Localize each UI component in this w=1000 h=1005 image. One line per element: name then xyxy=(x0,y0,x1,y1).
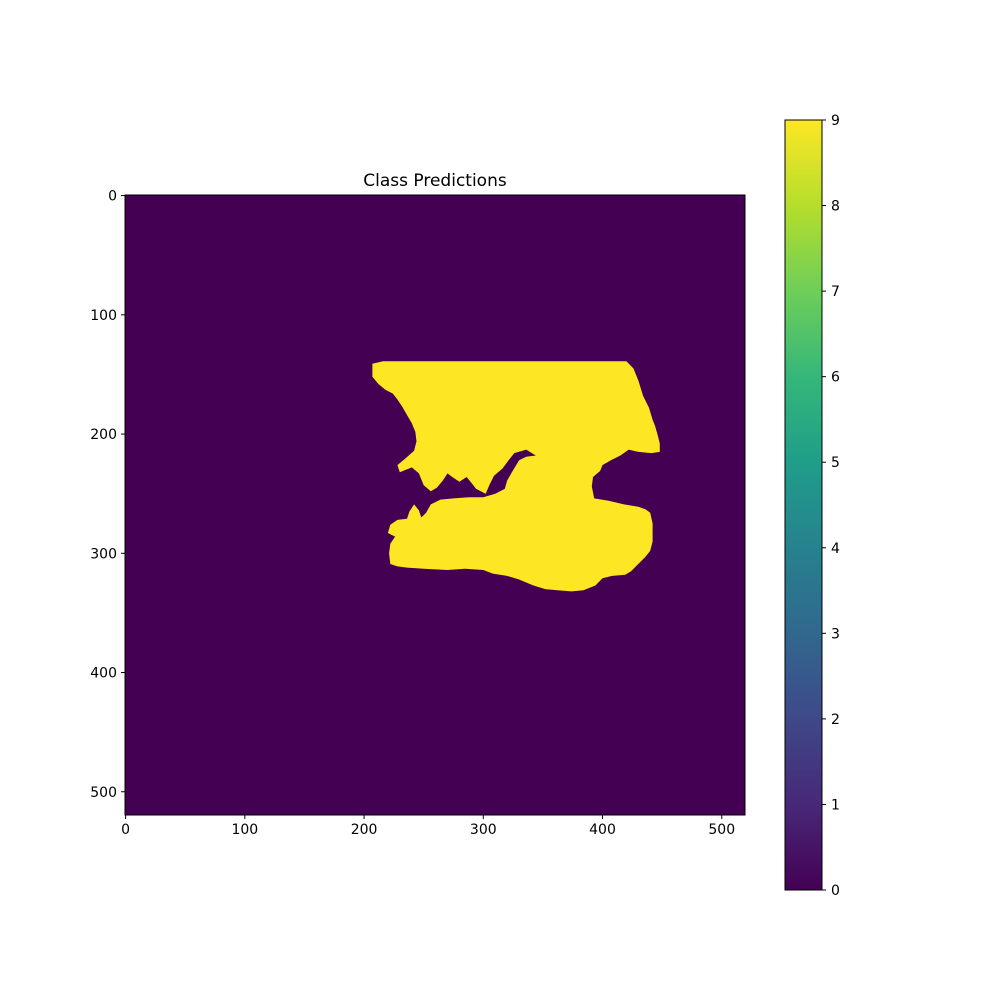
y-tick-label: 300 xyxy=(90,546,117,562)
x-tick-label: 500 xyxy=(708,822,735,838)
region-layer xyxy=(372,361,660,592)
colorbar-tick-label: 7 xyxy=(831,284,840,300)
x-tick-label: 0 xyxy=(121,822,130,838)
colorbar-tick-label: 9 xyxy=(831,113,840,129)
colorbar-tick-label: 4 xyxy=(831,541,840,557)
colorbar-tick-label: 3 xyxy=(831,626,840,642)
colorbar-tick-label: 6 xyxy=(831,370,840,386)
x-tick-label: 200 xyxy=(351,822,378,838)
y-tick-label: 500 xyxy=(90,785,117,801)
plot-frame xyxy=(124,194,746,816)
x-tick-label: 300 xyxy=(470,822,497,838)
y-tick-label: 200 xyxy=(90,427,117,443)
predicted-region-class-9 xyxy=(372,361,660,592)
colorbar-tick-label: 1 xyxy=(831,797,840,813)
y-axis: 0 100 200 300 400 500 xyxy=(90,189,125,801)
y-tick-label: 0 xyxy=(108,189,117,205)
x-tick-label: 400 xyxy=(589,822,616,838)
colorbar-tick-label: 0 xyxy=(831,883,840,899)
colorbar-tick-label: 2 xyxy=(831,712,840,728)
x-axis: 0 100 200 300 400 500 xyxy=(121,815,735,838)
colorbar-tick-label: 5 xyxy=(831,455,840,471)
colorbar-axis: 0 1 2 3 4 5 6 7 8 9 xyxy=(822,113,840,899)
colorbar xyxy=(784,119,823,891)
y-tick-label: 400 xyxy=(90,666,117,682)
colorbar-tick-label: 8 xyxy=(831,199,840,215)
y-tick-label: 100 xyxy=(90,308,117,324)
chart-title: Class Predictions xyxy=(363,171,507,191)
x-tick-label: 100 xyxy=(231,822,258,838)
